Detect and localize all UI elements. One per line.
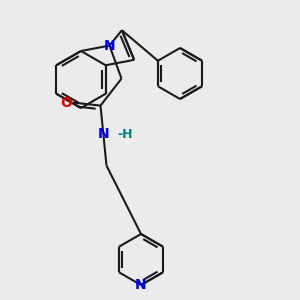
Text: O: O <box>60 96 72 110</box>
Text: N: N <box>98 127 109 141</box>
Text: -H: -H <box>117 128 133 141</box>
Text: N: N <box>104 39 115 52</box>
Text: N: N <box>135 278 147 292</box>
